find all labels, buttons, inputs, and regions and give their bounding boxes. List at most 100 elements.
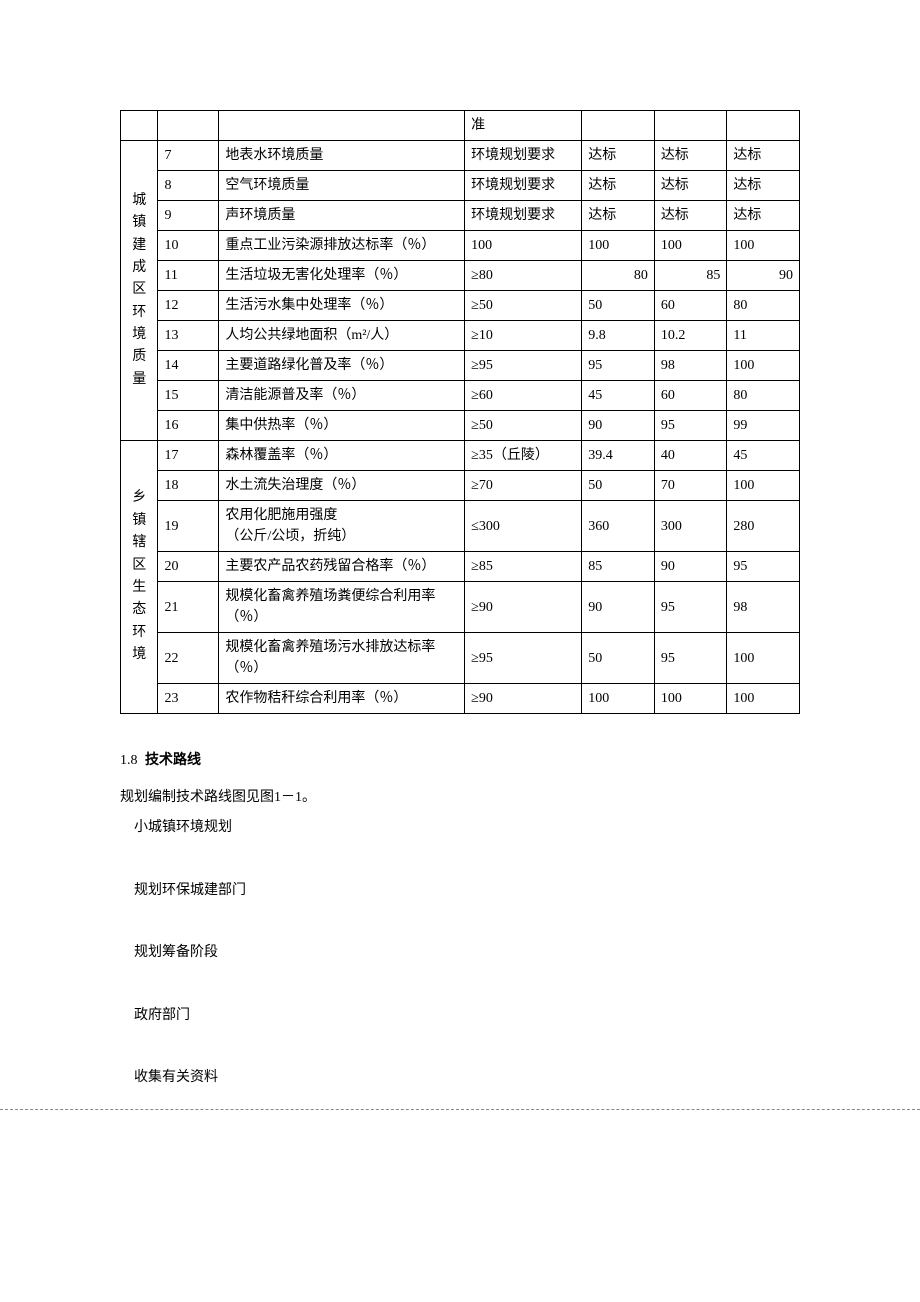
value-1: 90: [582, 411, 655, 441]
flow-step: 规划环保城建部门: [134, 880, 800, 902]
value-2: 95: [654, 582, 727, 633]
value-3: 45: [727, 441, 800, 471]
row-number: 11: [158, 261, 219, 291]
table-row: 城镇建成区环境质量7地表水环境质量环境规划要求达标达标达标: [121, 141, 800, 171]
value-3: 80: [727, 381, 800, 411]
flow-step: 规划筹备阶段: [134, 942, 800, 964]
value-1: 达标: [582, 171, 655, 201]
standard-value: ≤300: [465, 501, 582, 552]
table-row: 9声环境质量环境规划要求达标达标达标: [121, 201, 800, 231]
value-1: 达标: [582, 141, 655, 171]
table-row: 12生活污水集中处理率（％）≥50506080: [121, 291, 800, 321]
indicator-name: 农用化肥施用强度（公斤/公顷，折纯）: [219, 501, 465, 552]
indicator-name: 人均公共绿地面积（m²/人）: [219, 321, 465, 351]
value-3: 100: [727, 351, 800, 381]
standard-value: ≥10: [465, 321, 582, 351]
row-number: 12: [158, 291, 219, 321]
indicator-name: 生活垃圾无害化处理率（％）: [219, 261, 465, 291]
table-row: 8空气环境质量环境规划要求达标达标达标: [121, 171, 800, 201]
value-3: 100: [727, 633, 800, 684]
row-number: 17: [158, 441, 219, 471]
value-2: 100: [654, 684, 727, 714]
value-1: 9.8: [582, 321, 655, 351]
table-row: 11生活垃圾无害化处理率（％）≥80808590: [121, 261, 800, 291]
value-1: 100: [582, 231, 655, 261]
indicator-name: 清洁能源普及率（％）: [219, 381, 465, 411]
category-label: 城镇建成区环境质量: [121, 141, 158, 441]
indicator-name: 主要道路绿化普及率（％）: [219, 351, 465, 381]
value-2: 100: [654, 231, 727, 261]
indicator-name: 空气环境质量: [219, 171, 465, 201]
row-number: 10: [158, 231, 219, 261]
value-1: 360: [582, 501, 655, 552]
table-cell: [582, 111, 655, 141]
value-1: 85: [582, 552, 655, 582]
value-3: 达标: [727, 201, 800, 231]
indicator-name: 森林覆盖率（％）: [219, 441, 465, 471]
value-2: 98: [654, 351, 727, 381]
value-1: 50: [582, 633, 655, 684]
table-row: 14主要道路绿化普及率（％）≥959598100: [121, 351, 800, 381]
standard-value: ≥70: [465, 471, 582, 501]
standard-value: ≥35（丘陵）: [465, 441, 582, 471]
standard-value: 100: [465, 231, 582, 261]
table-row: 22规模化畜禽养殖场污水排放达标率（％）≥955095100: [121, 633, 800, 684]
table-cell: [158, 111, 219, 141]
table-row: 19农用化肥施用强度（公斤/公顷，折纯）≤300360300280: [121, 501, 800, 552]
value-3: 达标: [727, 171, 800, 201]
row-number: 21: [158, 582, 219, 633]
indicator-name: 生活污水集中处理率（％）: [219, 291, 465, 321]
table-cell: 准: [465, 111, 582, 141]
row-number: 16: [158, 411, 219, 441]
indicator-name: 集中供热率（％）: [219, 411, 465, 441]
value-1: 100: [582, 684, 655, 714]
value-2: 95: [654, 411, 727, 441]
value-3: 280: [727, 501, 800, 552]
section-number: 1.8: [120, 753, 138, 768]
section-title: 技术路线: [145, 753, 201, 768]
table-row: 16集中供热率（％）≥50909599: [121, 411, 800, 441]
value-2: 10.2: [654, 321, 727, 351]
indicators-table: 准城镇建成区环境质量7地表水环境质量环境规划要求达标达标达标8空气环境质量环境规…: [120, 110, 800, 714]
flow-step: 收集有关资料: [134, 1067, 800, 1089]
table-row: 13人均公共绿地面积（m²/人）≥109.810.211: [121, 321, 800, 351]
value-3: 95: [727, 552, 800, 582]
value-3: 99: [727, 411, 800, 441]
row-number: 14: [158, 351, 219, 381]
standard-value: 环境规划要求: [465, 141, 582, 171]
row-number: 23: [158, 684, 219, 714]
standard-value: 环境规划要求: [465, 171, 582, 201]
value-3: 100: [727, 684, 800, 714]
indicator-name: 地表水环境质量: [219, 141, 465, 171]
table-row: 18水土流失治理度（％）≥705070100: [121, 471, 800, 501]
section-heading: 1.8 技术路线: [120, 749, 800, 769]
table-cell: [727, 111, 800, 141]
value-2: 60: [654, 381, 727, 411]
indicator-name: 声环境质量: [219, 201, 465, 231]
value-3: 80: [727, 291, 800, 321]
row-number: 7: [158, 141, 219, 171]
standard-value: ≥90: [465, 684, 582, 714]
value-2: 达标: [654, 201, 727, 231]
value-1: 达标: [582, 201, 655, 231]
value-2: 70: [654, 471, 727, 501]
value-2: 95: [654, 633, 727, 684]
value-3: 11: [727, 321, 800, 351]
value-1: 39.4: [582, 441, 655, 471]
indicator-name: 农作物秸秆综合利用率（％）: [219, 684, 465, 714]
flow-step: 政府部门: [134, 1005, 800, 1027]
table-row: 21规模化畜禽养殖场粪便综合利用率（％）≥90909598: [121, 582, 800, 633]
value-3: 100: [727, 471, 800, 501]
row-number: 15: [158, 381, 219, 411]
standard-value: ≥90: [465, 582, 582, 633]
indicator-name: 规模化畜禽养殖场粪便综合利用率（％）: [219, 582, 465, 633]
value-3: 100: [727, 231, 800, 261]
value-2: 达标: [654, 171, 727, 201]
value-3: 达标: [727, 141, 800, 171]
flow-step: 小城镇环境规划: [134, 817, 800, 839]
row-number: 13: [158, 321, 219, 351]
category-label: 乡镇辖区生态环境: [121, 441, 158, 714]
table-row: 乡镇辖区生态环境17森林覆盖率（％）≥35（丘陵）39.44045: [121, 441, 800, 471]
table-header-row: 准: [121, 111, 800, 141]
row-number: 18: [158, 471, 219, 501]
